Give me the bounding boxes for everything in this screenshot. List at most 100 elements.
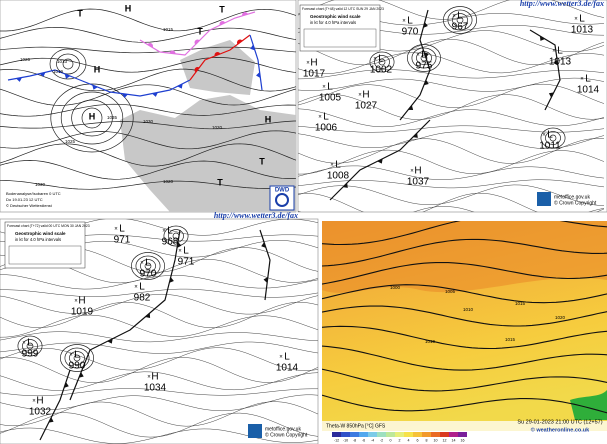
front-symbol [92,84,98,90]
scale-grid [8,245,82,265]
copyright-text: © Crown Copyright [554,199,597,206]
legend-swatch [458,432,467,437]
pressure-value: 1014 [276,363,299,374]
isobar-label: 1010 [425,339,436,344]
pressure-center: L [139,282,145,293]
legend-swatch [422,432,431,437]
isobar [456,16,464,24]
isobar [374,55,390,69]
front-symbol [242,12,248,16]
pressure-value: 968 [162,237,179,248]
pressure-center: T [219,4,225,14]
isobar [81,107,103,129]
front [259,229,271,301]
isobar-label: 1013 [57,59,68,64]
isobar-label: 1020 [212,125,223,130]
scale-subtitle: in kt for 4.0 hPa intervals [15,237,61,242]
pressure-center: H [151,372,158,383]
info-box [4,221,86,269]
center-cross: × [279,355,283,361]
isobar [0,356,318,383]
cold-area [570,390,607,420]
isobar [0,347,318,371]
front-symbol [177,83,183,89]
isobar [378,58,386,66]
isobar [62,58,74,70]
center-cross: × [402,19,406,25]
scale-grid [303,28,377,48]
isobar [322,221,607,246]
valid-time: Su 29-01-2023 21:00 UTC (12+57) [517,419,602,425]
isobar-label: 1020 [163,179,174,184]
isobar [71,99,113,137]
pressure-value: 971 [114,235,131,246]
pressure-center: L [378,54,384,65]
site-text: metoffice.gov.uk [265,426,301,432]
isobar [549,134,557,142]
pressure-center: L [557,46,563,57]
legend-swatch [449,432,458,437]
legend-tick: 0 [390,438,392,442]
panel-layer [298,0,605,212]
isobar [0,371,318,391]
pressure-center: L [27,338,33,349]
center-cross: × [330,163,334,169]
center-cross: × [22,341,26,347]
isobar [0,293,318,315]
pressure-value: 1027 [355,101,378,112]
isobar [131,252,166,280]
front-symbol [553,59,558,66]
scale-title: Geostrophic wind scale [310,14,361,19]
front-symbol [423,79,429,86]
isobar-label: 1030 [35,182,46,187]
center-cross: × [147,375,151,381]
isobar [452,13,468,27]
front-symbol [64,73,71,79]
legend-swatch [350,432,359,437]
chart-title: Forecast chart (T+72) valid 00 UTC MON 3… [7,224,90,228]
scale-title: Geostrophic wind scale [15,231,66,236]
center-cross: × [178,249,182,255]
warm-area [322,221,607,293]
pressure-value: 982 [134,293,151,304]
pressure-value: 970 [140,269,157,280]
isobar [322,325,607,350]
pressure-center: L [323,112,329,123]
logo [537,192,551,206]
isobar [0,314,318,338]
legend-tick: -4 [371,438,374,442]
front-symbol [412,132,418,138]
pressure-center: T [259,156,265,166]
pressure-center: L [585,74,591,85]
isobar-label: 1010 [463,307,474,312]
pressure-value: 990 [69,361,86,372]
isobar [56,53,80,75]
pressure-center: L [74,350,80,361]
center-cross: × [69,353,73,359]
isobar [322,284,607,304]
isobar-label: 1005 [445,289,456,294]
pressure-center: L [327,82,333,93]
legend-swatch [413,432,422,437]
isobar [420,54,428,62]
front-symbol [169,277,174,283]
center-cross: × [452,14,456,20]
front-symbol [263,277,268,283]
front-symbol [256,72,261,78]
front-symbol [169,50,176,54]
pressure-center: L [457,11,463,22]
center-cross: × [322,85,326,91]
front-symbol [342,182,348,188]
front-symbol [107,338,113,344]
variable-label: Theta-W 850hPa [°C] GFS [326,423,386,429]
front-symbol [377,158,383,164]
center-cross: × [552,49,556,55]
isobar [447,9,473,31]
pressure-value: 1005 [319,93,342,104]
pressure-center: H [310,58,317,69]
pressure-value: 1008 [327,171,350,182]
pressure-center: H [94,64,101,74]
isobar [540,127,566,149]
center-cross: × [318,115,322,121]
isobar [168,229,184,243]
